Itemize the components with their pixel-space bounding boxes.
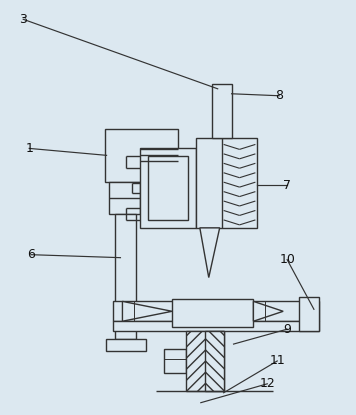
Bar — [140, 149, 196, 228]
Text: 1: 1 — [25, 142, 33, 155]
Bar — [106, 339, 146, 351]
Polygon shape — [200, 228, 220, 278]
Bar — [115, 214, 136, 339]
Polygon shape — [122, 301, 172, 321]
Bar — [205, 331, 224, 391]
Text: 12: 12 — [260, 377, 275, 391]
Bar — [299, 298, 319, 331]
Bar — [164, 349, 186, 373]
Polygon shape — [253, 301, 283, 321]
Text: 11: 11 — [269, 354, 285, 367]
Bar — [172, 299, 253, 327]
Bar — [186, 331, 224, 391]
Bar — [112, 321, 319, 331]
Text: 9: 9 — [283, 323, 291, 336]
Bar — [212, 84, 232, 139]
Bar — [109, 182, 140, 214]
Bar — [105, 129, 178, 182]
Bar — [148, 156, 188, 220]
Text: 7: 7 — [283, 178, 291, 192]
Text: 3: 3 — [19, 13, 27, 26]
Text: 8: 8 — [275, 89, 283, 102]
Bar — [112, 301, 319, 321]
Text: 6: 6 — [27, 248, 35, 261]
Bar — [196, 139, 257, 228]
Text: 10: 10 — [279, 253, 295, 266]
